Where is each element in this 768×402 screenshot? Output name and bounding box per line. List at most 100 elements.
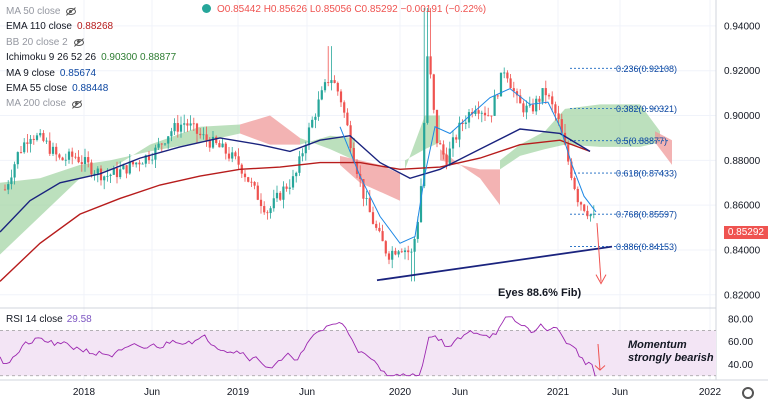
candle-body [535,98,538,112]
candle-body [589,214,592,217]
candle-body [368,198,371,213]
rsi-annotation-line1: Momentum [628,339,687,351]
legend-label: EMA 55 close [6,82,68,94]
candle-body [509,78,512,89]
price-tick-label: 0.82000 [724,290,761,301]
candle-body [224,143,227,154]
candle-body [170,131,173,137]
legend-row-3[interactable]: Ichimoku 9 26 52 26 0.90300 0.88877 [6,50,176,65]
candle-body [583,204,586,211]
rsi-tick-label: 40.00 [728,360,753,371]
candle-body [42,133,45,141]
price-tick-label: 0.86000 [724,201,761,212]
candle-body [285,186,288,189]
candle-body [151,159,154,161]
fib-label: 0.5(0.88877) [616,136,667,146]
candle-body [547,95,551,97]
price-grid [0,0,716,380]
candle-body [58,154,61,158]
candle-body [64,159,67,161]
candle-body [32,138,35,140]
legend-row-2[interactable]: BB 20 close 2 [6,35,176,50]
legend-value: 0.88268 [76,21,114,33]
candle-body [96,168,99,174]
candle-body [573,178,576,189]
rsi-line [0,316,596,377]
legend-row-5[interactable]: EMA 55 close 0.88448 [6,81,176,96]
candle-body [131,161,135,165]
hidden-eye-icon[interactable] [72,100,83,108]
candle-body [467,112,471,123]
cloud-segment [405,115,440,170]
candle-body [333,80,336,83]
cloud-segment [500,104,660,170]
legend-row-1[interactable]: EMA 110 close 0.88268 [6,19,176,34]
candle-body [87,157,90,163]
candle-body [176,123,179,132]
ohlc-readout: O0.85442 H0.85626 L0.85056 C0.85292 −0.0… [196,4,486,15]
candle-body [384,241,387,254]
candle-body [551,96,554,105]
fib-label: 0.768(0.85597) [616,210,677,220]
legend-label: BB 20 close 2 [6,36,68,48]
rsi-band [0,330,716,376]
candle-body [557,113,560,120]
legend-value: 0.88448 [72,82,109,94]
legend-row-0[interactable]: MA 50 close [6,4,176,19]
fib-label: 0.236(0.92108) [616,64,677,74]
support-trendline[interactable] [376,245,613,282]
price-axis[interactable]: 0.82000 0.84000 0.86000 0.88000 0.90000 0.920… [715,0,761,380]
candle-body [544,88,547,96]
candle-body [343,102,346,113]
candle-body [163,143,167,145]
time-tick-label: Jun [612,387,628,398]
candle-body [576,188,579,203]
candle-body [263,206,266,213]
candle-body [202,134,205,136]
candle-body [29,138,32,144]
candle-body [119,169,122,178]
indicator-legend: MA 50 close EMA 110 close 0.88268 BB 20 clo… [6,4,176,112]
fib-label: 0.618(0.87433) [616,169,677,179]
legend-value: 0.90300 0.88877 [101,52,177,64]
price-tick-label: 0.84000 [724,245,761,256]
rsi-tick-label: 80.00 [728,315,753,326]
settings-gear-icon[interactable] [742,387,754,399]
candle-body [227,153,231,159]
candle-body [167,136,170,144]
candle-body [314,116,317,120]
time-axis[interactable]: 2018 Jun 2019 Jun 2020 Jun 2021 Jun 2022 [0,379,768,398]
price-tick-label: 0.88000 [724,156,761,167]
market-open-dot [202,4,211,13]
candle-body [515,91,519,96]
price-tick-label: 0.94000 [724,21,761,32]
candle-body [99,168,103,181]
candle-body [77,156,80,163]
rsi-annotation-line2: strongly bearish [628,352,714,364]
rsi-legend: RSI 14 close 29.58 [6,314,92,325]
candle-body [525,105,528,113]
hidden-eye-icon[interactable] [73,38,84,46]
candle-body [291,176,295,188]
candle-body [371,212,375,224]
time-tick-label: 2019 [227,387,250,398]
candle-body [74,156,77,158]
candle-body [250,181,253,183]
candle-body [231,152,234,159]
candle-body [173,123,176,132]
candle-body [528,104,531,106]
rsi-annotation: Momentum strongly bearish [628,339,714,365]
legend-row-6[interactable]: MA 200 close [6,96,176,111]
moving-averages [0,88,597,282]
hidden-eye-icon[interactable] [66,8,77,16]
trendline[interactable] [376,223,613,285]
candle-body [451,137,455,149]
candle-body [157,143,160,148]
legend-row-4[interactable]: MA 9 close 0.85674 [6,66,176,81]
candle-body [128,161,131,174]
cloud-segment [0,160,110,255]
price-target-arrow [596,223,602,282]
candle-body [51,146,55,154]
candle-body [144,155,147,164]
